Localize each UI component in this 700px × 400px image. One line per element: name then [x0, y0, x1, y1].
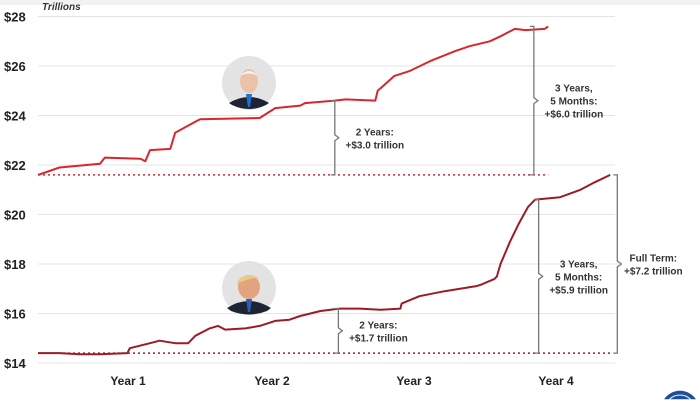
x-tick-label: Year 3: [396, 374, 432, 388]
y-tick-label: $28: [4, 10, 26, 25]
y-tick-label: $20: [4, 208, 26, 223]
biden-photo: [222, 56, 276, 110]
annotation-text: Full Term:: [630, 254, 678, 265]
annotation-text: 2 Years:: [356, 127, 394, 138]
annotation-text: +$6.0 trillion: [545, 110, 604, 121]
bracket: [334, 307, 344, 354]
y-tick-label: $24: [4, 109, 26, 124]
y-tick-label: $22: [4, 158, 26, 173]
y-tick-label: $18: [4, 257, 26, 272]
bracket: [529, 25, 539, 176]
x-tick-label: Year 4: [538, 374, 574, 388]
series-line-1: [38, 173, 611, 356]
annotation-text: +$3.0 trillion: [345, 140, 404, 151]
annotation-text: 2 Years:: [359, 320, 397, 331]
y-tick-label: $14: [4, 356, 26, 371]
x-tick-label: Year 1: [110, 374, 146, 388]
annotation-text: 5 Months:: [550, 97, 597, 108]
annotation-text: 3 Years,: [555, 84, 593, 95]
annotation-text: +$7.2 trillion: [624, 267, 683, 278]
y-tick-label: $16: [4, 307, 26, 322]
bracket: [330, 100, 340, 176]
annotation-text: 5 Months:: [555, 272, 602, 283]
bracket: [534, 199, 544, 354]
trump-photo: [222, 261, 276, 315]
y-tick-label: $26: [4, 59, 26, 74]
annotation-text: +$5.9 trillion: [549, 285, 608, 296]
annotation-text: 3 Years,: [560, 259, 598, 270]
organization-seal: [661, 389, 699, 400]
series-line-0: [37, 25, 549, 176]
top-band: [0, 0, 700, 5]
annotation-text: +$1.7 trillion: [349, 333, 408, 344]
bracket: [613, 174, 623, 354]
unit-label: Trillions: [42, 2, 81, 13]
x-tick-label: Year 2: [254, 374, 290, 388]
